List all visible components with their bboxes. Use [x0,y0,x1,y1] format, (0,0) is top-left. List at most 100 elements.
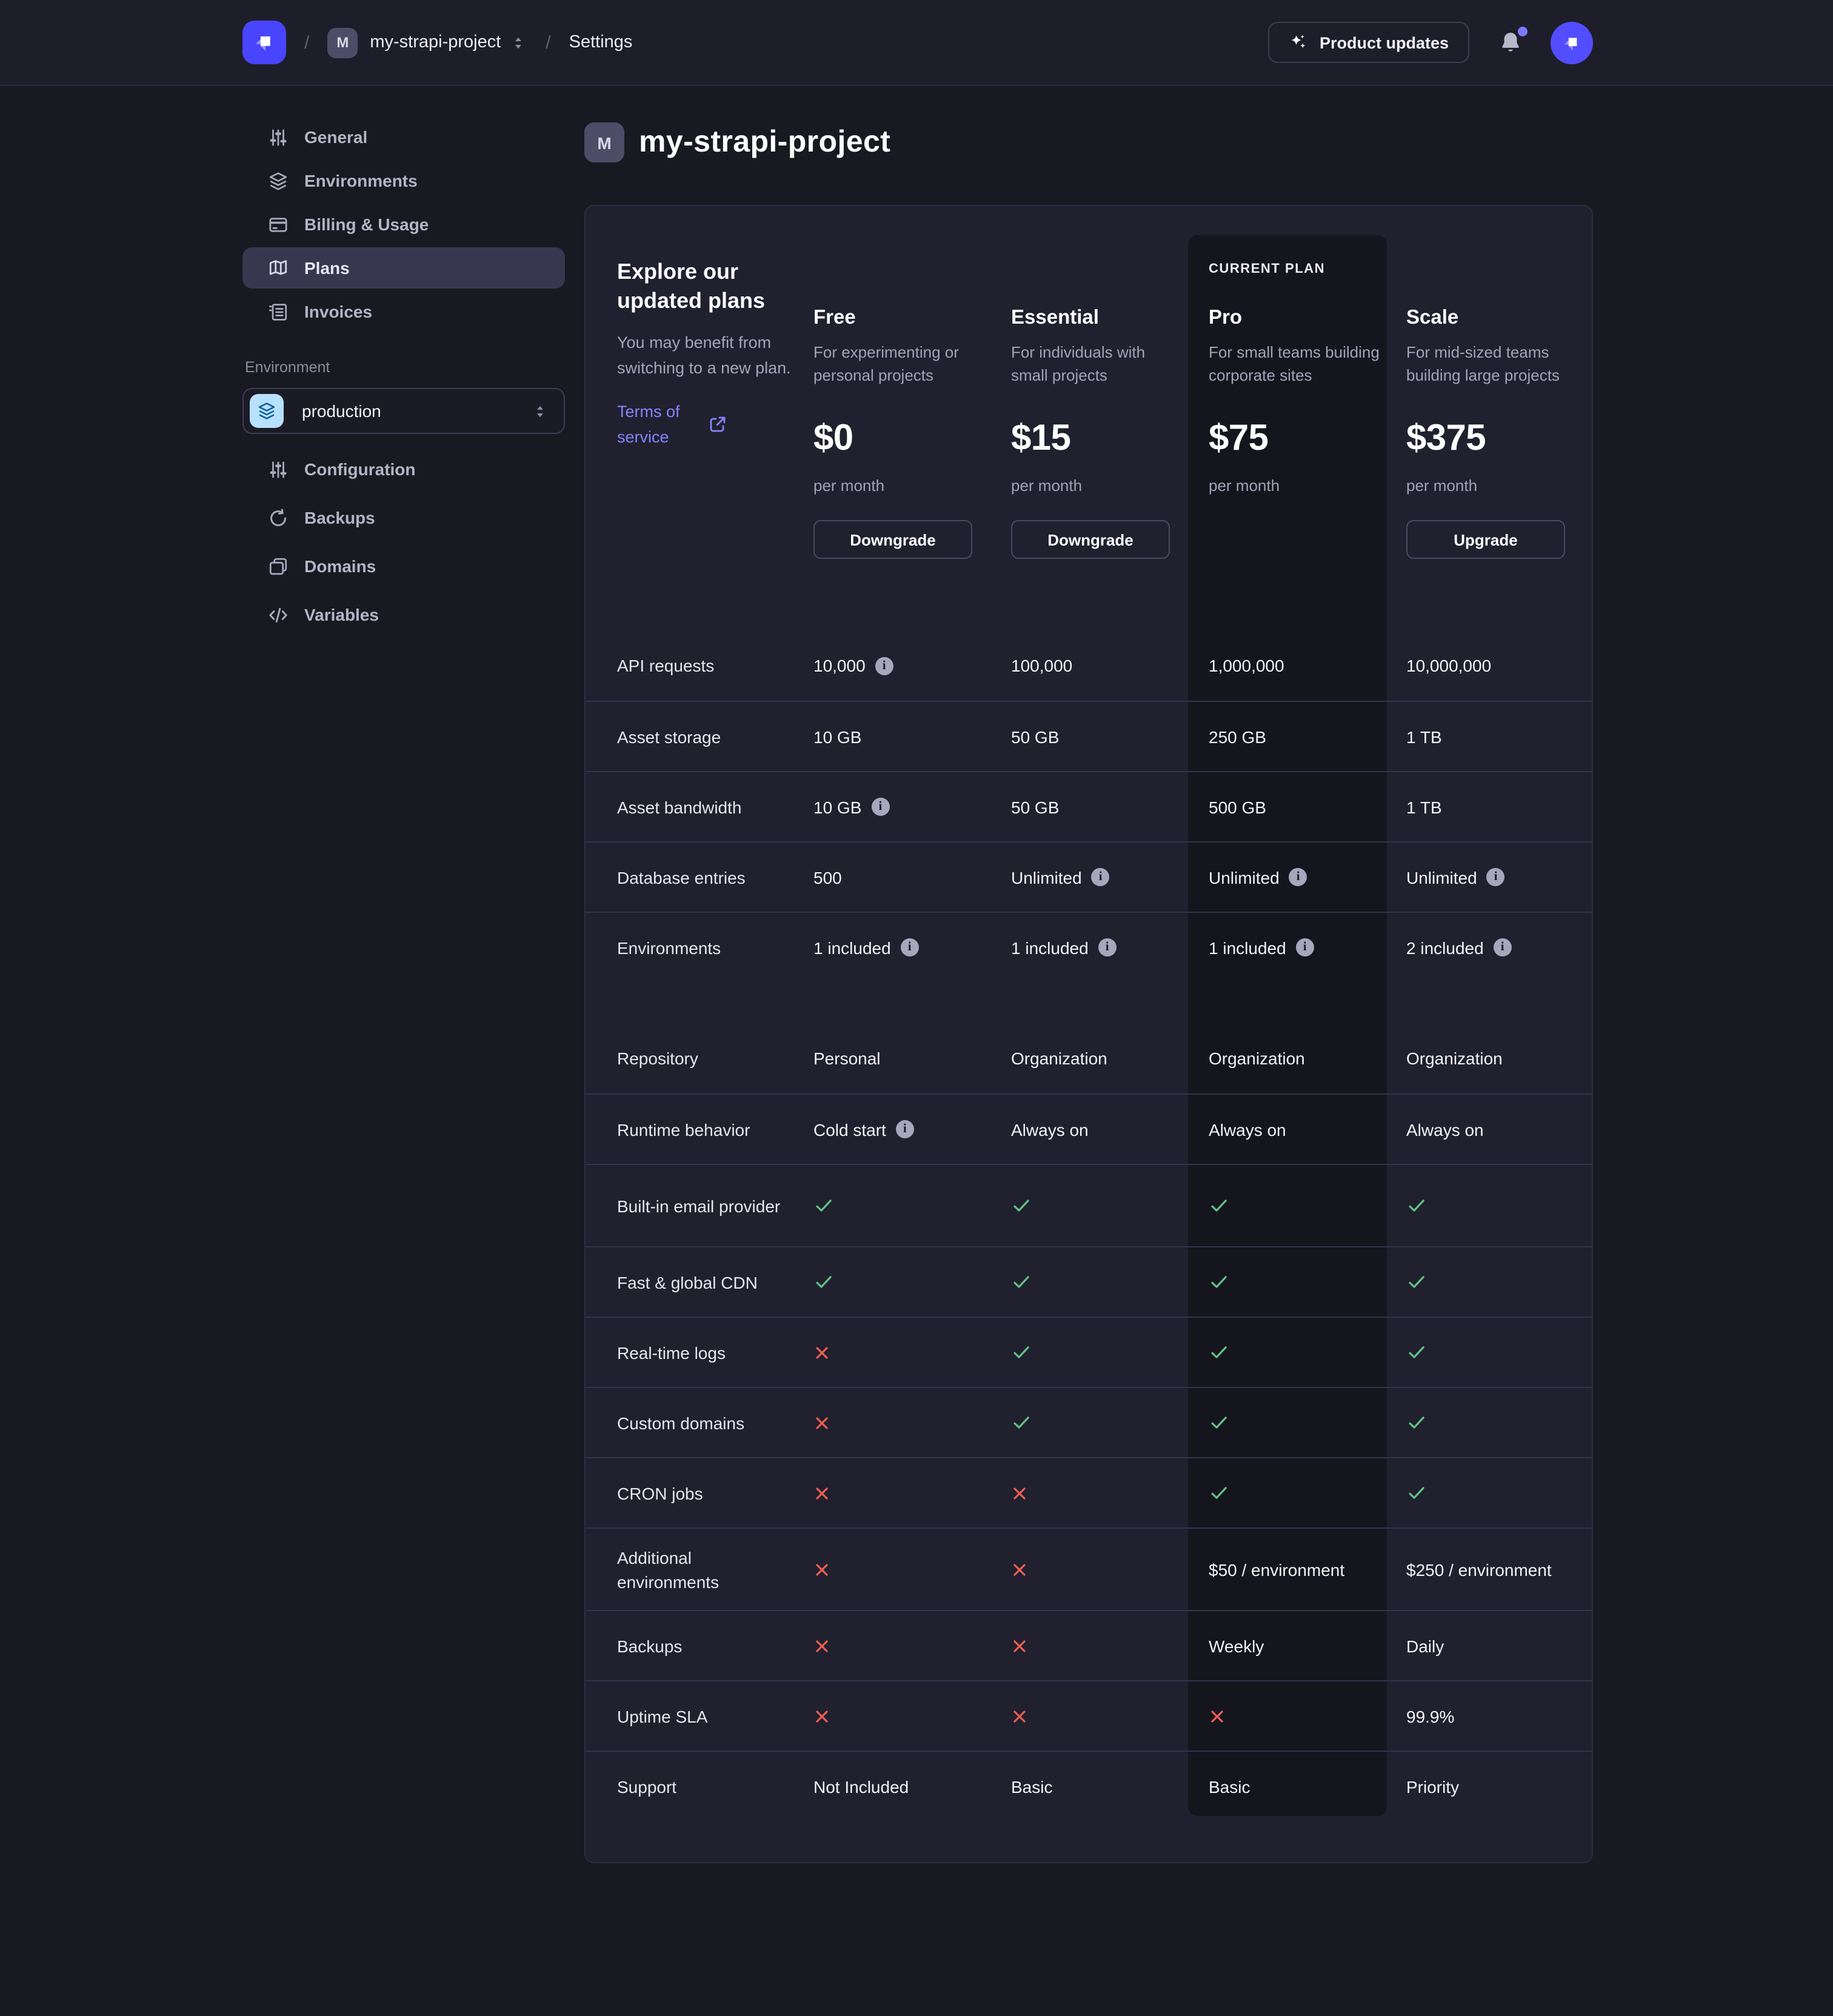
plan-price-period: per month [813,476,885,495]
feature-value: Organization [1011,1049,1209,1068]
info-icon[interactable]: i [1295,938,1314,956]
info-icon[interactable]: i [900,938,919,956]
info-icon[interactable]: i [1091,868,1110,886]
sidebar-item-backups[interactable]: Backups [242,497,565,538]
feature-value-text: Always on [1209,1120,1286,1139]
feature-label: Built-in email provider [617,1196,781,1215]
cross-icon [813,1414,830,1431]
feature-row-cron-jobs: CRON jobs [586,1457,1592,1527]
sidebar-item-label: Backups [304,508,375,527]
feature-label: Repository [617,1049,698,1068]
check-icon [1209,1272,1229,1292]
sidebar-item-plans[interactable]: Plans [242,247,565,289]
folders-icon [268,556,289,576]
info-icon[interactable]: i [875,656,893,675]
info-icon[interactable]: i [1098,938,1117,956]
sidebar-item-label: Billing & Usage [304,215,429,234]
free-downgrade-button[interactable]: Downgrade [813,520,972,559]
feature-value: Cold start i [813,1120,1011,1139]
strapi-logo[interactable] [242,21,286,64]
feature-value-text: 1 TB [1406,797,1442,816]
check-icon [1011,1195,1032,1216]
feature-value-text: Organization [1406,1049,1503,1068]
sidebar-item-billing-usage[interactable]: Billing & Usage [242,204,565,245]
feature-value [1011,1412,1209,1433]
feature-value-text: Always on [1011,1120,1089,1139]
cross-icon [1011,1707,1028,1724]
feature-value [813,1195,1011,1216]
feature-label: Asset storage [617,727,721,746]
breadcrumb-settings[interactable]: Settings [569,33,633,52]
check-icon [1209,1342,1229,1363]
feature-value: 10,000,000 [1406,656,1604,675]
feature-value-text: 500 [813,867,842,887]
feature-value [1011,1637,1209,1654]
terms-of-service-label: Terms of service [617,402,680,446]
environment-select-value: production [302,401,381,421]
feature-row-real-time-logs: Real-time logs [586,1317,1592,1387]
sidebar-item-configuration[interactable]: Configuration [242,449,565,490]
feature-value: Daily [1406,1636,1604,1655]
check-icon [1011,1412,1032,1433]
info-icon[interactable]: i [895,1120,914,1138]
check-icon [1209,1412,1229,1433]
environment-select[interactable]: production [242,388,565,434]
feature-value: $250 / environment [1406,1560,1604,1579]
feature-value: 1 TB [1406,797,1604,816]
plan-price-period: per month [1209,476,1280,495]
feature-value: 99.9% [1406,1706,1604,1726]
essential-downgrade-button[interactable]: Downgrade [1011,520,1170,559]
product-updates-button[interactable]: Product updates [1268,22,1469,63]
breadcrumb-separator: / [304,32,310,53]
feature-value [813,1637,1011,1654]
breadcrumb-project-name[interactable]: my-strapi-project [370,33,501,52]
environment-select-chevrons-icon [531,402,549,420]
sidebar-item-general[interactable]: General [242,116,565,158]
external-link-icon [708,415,799,434]
feature-value-text: Always on [1406,1120,1484,1139]
feature-value [1011,1484,1209,1501]
info-icon[interactable]: i [1493,938,1512,956]
info-icon[interactable]: i [1289,868,1307,886]
feature-value: Unlimited i [1011,867,1209,887]
info-icon[interactable]: i [1486,868,1505,886]
plan-column-scale: Scale For mid-sized teams building large … [1406,206,1604,630]
sliders-icon [268,127,289,147]
check-icon [813,1195,834,1216]
feature-value: Basic [1209,1777,1406,1796]
terms-of-service-link[interactable]: Terms of service [617,399,799,450]
feature-value: 1 included i [1209,938,1406,957]
scale-upgrade-button[interactable]: Upgrade [1406,520,1565,559]
project-switcher-icon[interactable] [509,33,527,52]
info-icon[interactable]: i [871,798,890,816]
feature-value [813,1344,1011,1361]
feature-label: Real-time logs [617,1343,726,1362]
sidebar-item-invoices[interactable]: Invoices [242,291,565,332]
sidebar-environment-section: Configuration Backups Domains Variables [242,449,565,635]
sidebar-item-environments[interactable]: Environments [242,160,565,201]
feature-value-text: 1 included [813,938,891,957]
feature-value: 1 included i [813,938,1011,957]
feature-value: Always on [1406,1120,1604,1139]
sidebar-item-label: General [304,127,368,147]
plan-headers: Explore our updated plans You may benefi… [586,206,1592,630]
check-icon [1406,1483,1427,1503]
plan-name: Scale [1406,307,1459,329]
feature-label: Asset bandwidth [617,797,742,816]
plan-column-essential: Essential For individuals with small proj… [1011,206,1209,630]
feature-row-environments: Environments 1 included i 1 included i 1 incl… [586,912,1592,982]
feature-row-database-entries: Database entries 500 Unlimited i Unlimited i U… [586,841,1592,912]
sparkles-icon [1289,33,1309,52]
feature-value-text: 10,000 [813,656,866,675]
check-icon [813,1272,834,1292]
feature-value: Not Included [813,1777,1011,1796]
plan-name: Pro [1209,307,1243,329]
notifications-bell-icon[interactable] [1498,27,1528,55]
user-avatar[interactable] [1551,21,1593,64]
sidebar-item-variables[interactable]: Variables [242,594,565,635]
plans-intro-title: Explore our updated plans [617,259,766,313]
page-title: my-strapi-project [639,125,891,159]
sidebar-item-domains[interactable]: Domains [242,546,565,587]
feature-value: 500 [813,867,1011,887]
feature-value [1011,1707,1209,1724]
